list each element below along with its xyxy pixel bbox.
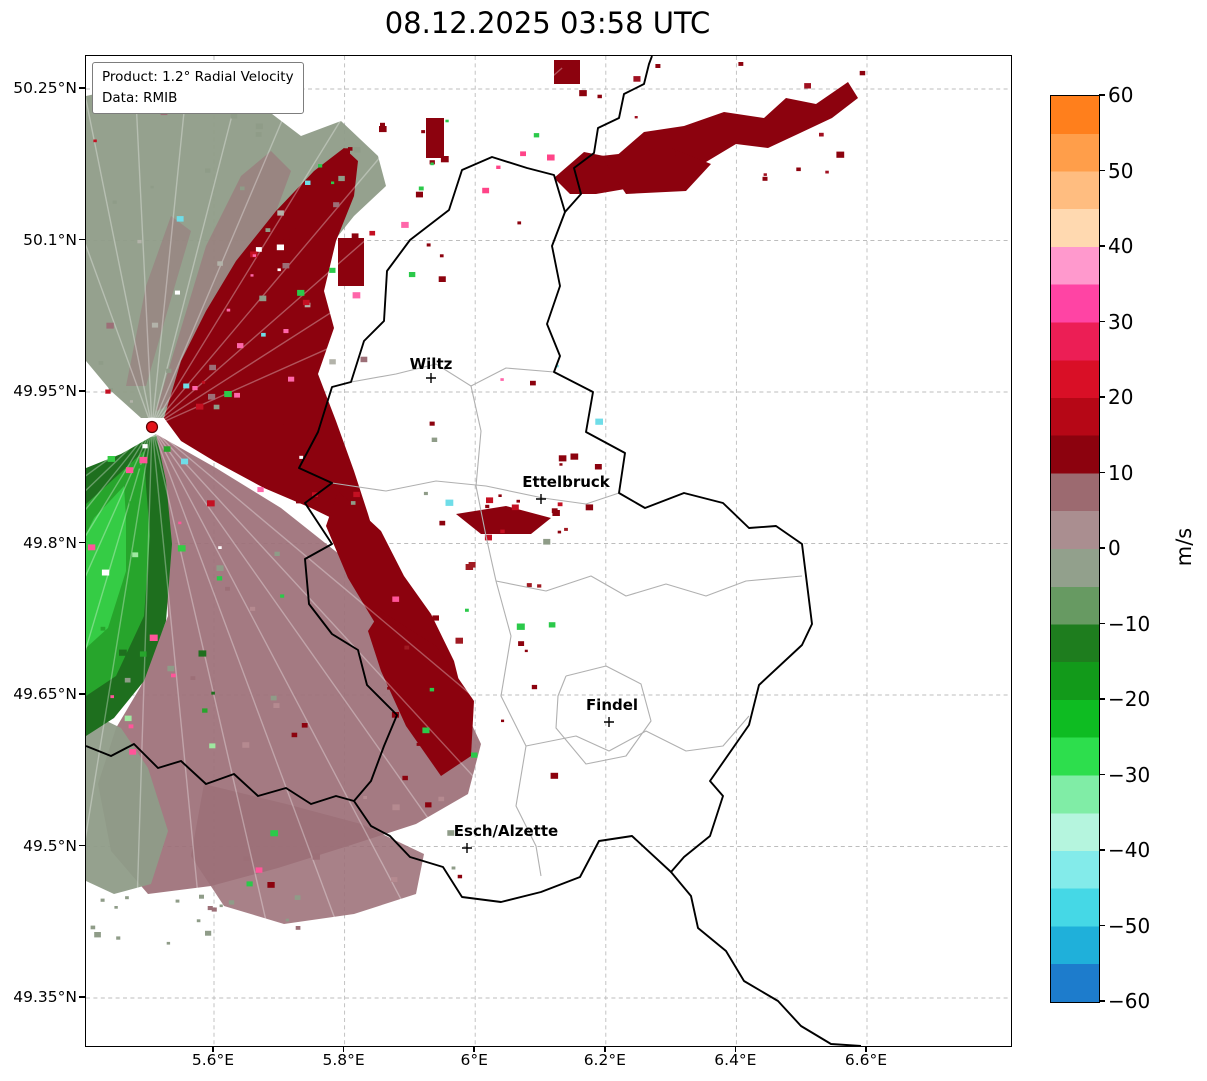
y-tick-label: 49.95°N bbox=[13, 382, 77, 400]
axis-tick-mark bbox=[342, 1046, 345, 1052]
colorbar-tick-label: −30 bbox=[1108, 762, 1151, 787]
axis-tick-mark bbox=[79, 844, 85, 847]
city-label-esch: Esch/Alzette bbox=[454, 822, 558, 840]
axis-tick-mark bbox=[1099, 1000, 1105, 1002]
y-tick-label: 49.65°N bbox=[13, 685, 77, 703]
data-source-label: Data: RMIB bbox=[102, 89, 178, 106]
outbound-red-wedge bbox=[164, 148, 374, 534]
city-marker-ettelbruck bbox=[536, 494, 546, 504]
near-zero-inbound-pocket bbox=[86, 711, 168, 894]
colorbar bbox=[1050, 95, 1100, 1003]
district-borders bbox=[331, 363, 803, 877]
colorbar-tick-label: −20 bbox=[1108, 687, 1151, 711]
belgium-germany-border bbox=[564, 56, 653, 213]
colorbar-tick-label: 20 bbox=[1108, 385, 1134, 409]
axis-tick-mark bbox=[1099, 320, 1105, 323]
axis-tick-mark bbox=[1099, 94, 1105, 96]
outbound-red-patch-ettelbruck bbox=[456, 506, 551, 534]
city-marker-esch bbox=[462, 843, 472, 853]
axis-tick-mark bbox=[1099, 698, 1105, 700]
axis-tick-mark bbox=[79, 541, 85, 544]
radar-beam-streaks bbox=[86, 56, 651, 972]
axis-tick-mark bbox=[473, 1046, 475, 1052]
axis-tick-mark bbox=[1099, 396, 1105, 398]
city-label-wiltz: Wiltz bbox=[410, 355, 453, 373]
outbound-red-spot bbox=[426, 118, 444, 158]
colorbar-tick-label: 50 bbox=[1108, 158, 1134, 183]
outbound-red-north-band bbox=[554, 82, 858, 194]
city-marker-wiltz bbox=[426, 373, 436, 383]
near-zero-outbound-fan bbox=[98, 434, 481, 894]
inbound-green-core bbox=[86, 486, 126, 648]
city-labels: Wiltz Ettelbruck Findel Esch/Alzette bbox=[410, 355, 638, 840]
axis-tick-mark bbox=[604, 1046, 606, 1052]
x-tick-label: 6.6°E bbox=[844, 1051, 888, 1069]
x-tick-label: 5.8°E bbox=[322, 1051, 365, 1069]
colorbar-tick-label: 0 bbox=[1108, 536, 1121, 560]
axis-tick-mark bbox=[1099, 773, 1105, 776]
radar-velocity-map: Wiltz Ettelbruck Findel Esch/Alzette bbox=[86, 56, 1011, 1046]
outbound-red-north-patch bbox=[554, 60, 580, 84]
axis-tick-mark bbox=[79, 996, 85, 998]
radar-site-marker bbox=[142, 417, 162, 437]
city-label-findel: Findel bbox=[586, 696, 638, 714]
colorbar-tick-label: 60 bbox=[1108, 83, 1134, 107]
colorbar-tick-label: −10 bbox=[1108, 611, 1151, 636]
axis-tick-mark bbox=[1099, 849, 1105, 851]
axis-tick-mark bbox=[1099, 547, 1105, 549]
outbound-red-spot bbox=[338, 238, 364, 286]
axis-tick-mark bbox=[79, 693, 85, 695]
city-markers bbox=[426, 373, 614, 853]
country-borders bbox=[86, 56, 862, 1046]
axis-tick-mark bbox=[79, 87, 85, 89]
product-label: Product: 1.2° Radial Velocity bbox=[102, 69, 294, 85]
axis-tick-mark bbox=[1099, 169, 1105, 172]
y-tick-label: 49.35°N bbox=[13, 988, 77, 1006]
figure-title: 08.12.2025 03:58 UTC bbox=[384, 6, 711, 40]
product-info-box: Product: 1.2° Radial Velocity Data: RMIB bbox=[92, 62, 304, 114]
x-tick-label: 5.6°E bbox=[191, 1051, 235, 1069]
axis-tick-mark bbox=[1099, 924, 1105, 927]
colorbar-tick-label: 10 bbox=[1108, 460, 1134, 485]
colorbar-tick-label: −50 bbox=[1108, 913, 1151, 938]
map-plot-frame: Wiltz Ettelbruck Findel Esch/Alzette Pro… bbox=[85, 55, 1012, 1047]
outbound-red-border-cluster bbox=[368, 611, 474, 776]
axis-tick-mark bbox=[79, 238, 85, 241]
axis-tick-mark bbox=[1099, 622, 1105, 625]
germany-france-border bbox=[670, 871, 862, 1046]
colorbar-tick-label: 40 bbox=[1108, 234, 1134, 258]
city-label-ettelbruck: Ettelbruck bbox=[522, 473, 611, 491]
near-zero-outbound-cluster bbox=[191, 784, 424, 924]
luxembourg-border bbox=[298, 156, 813, 903]
colorbar-unit-label: m/s bbox=[1172, 527, 1196, 567]
near-zero-outbound-streak bbox=[126, 216, 191, 386]
colorbar-tick-label: −60 bbox=[1108, 989, 1151, 1013]
colorbar-tick-label: −40 bbox=[1108, 838, 1151, 862]
x-tick-label: 6°E bbox=[460, 1051, 488, 1069]
city-marker-findel bbox=[604, 717, 614, 727]
axis-tick-mark bbox=[865, 1046, 867, 1052]
radar-echo-fields bbox=[86, 60, 858, 924]
axis-tick-mark bbox=[212, 1046, 214, 1052]
x-tick-label: 6.2°E bbox=[583, 1051, 626, 1069]
axis-tick-mark bbox=[1099, 245, 1105, 247]
y-tick-label: 50.1°N bbox=[23, 230, 77, 249]
outbound-red-north-cluster bbox=[601, 148, 711, 194]
colorbar-tick-label: 30 bbox=[1108, 309, 1134, 334]
x-tick-label: 6.4°E bbox=[714, 1051, 757, 1069]
y-tick-label: 50.25°N bbox=[13, 79, 77, 97]
axis-tick-mark bbox=[734, 1046, 737, 1052]
axis-tick-mark bbox=[79, 390, 85, 392]
axis-tick-mark bbox=[1099, 471, 1105, 474]
france-belgium-border bbox=[86, 743, 355, 805]
speckle-echoes bbox=[87, 62, 866, 945]
y-tick-label: 49.8°N bbox=[23, 533, 77, 552]
y-tick-label: 49.5°N bbox=[23, 836, 77, 855]
